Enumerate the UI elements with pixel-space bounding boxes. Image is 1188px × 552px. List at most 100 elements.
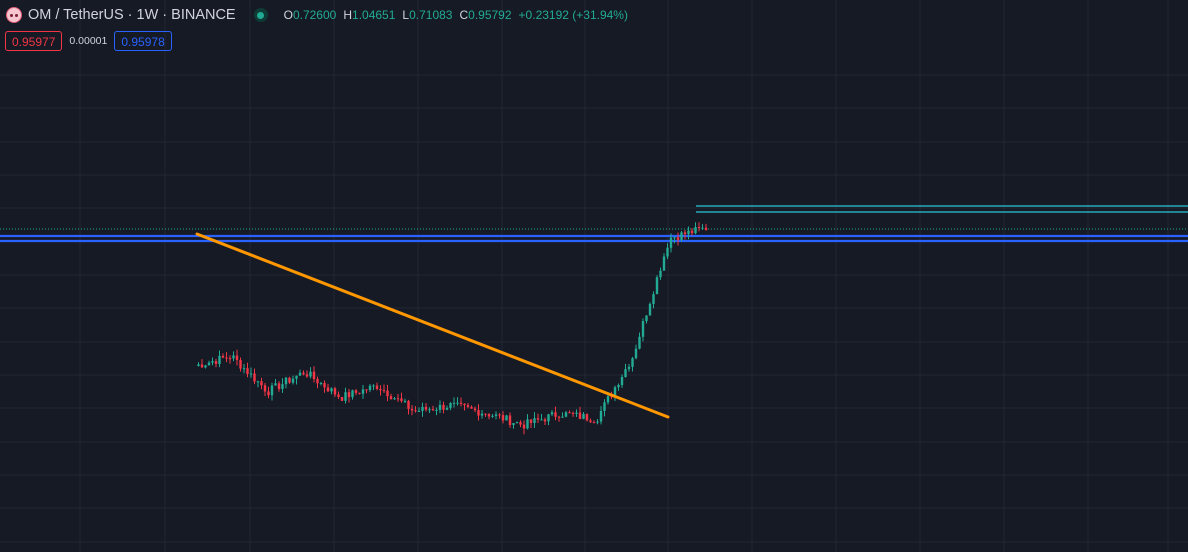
candle-down xyxy=(473,408,477,411)
candle-down xyxy=(260,381,263,386)
candle-up xyxy=(680,232,683,240)
candle-down xyxy=(578,412,582,419)
candle-up xyxy=(242,368,246,370)
candle-down xyxy=(557,416,561,418)
candle-up xyxy=(449,402,452,408)
candle-down xyxy=(326,387,330,392)
candle-up xyxy=(344,392,347,401)
candle-up xyxy=(512,423,515,425)
sell-price-button[interactable]: 0.95977 xyxy=(5,31,63,51)
candle-up xyxy=(603,402,606,411)
candle-down xyxy=(571,412,575,414)
candle-down xyxy=(676,237,680,240)
candle-up xyxy=(361,389,365,394)
candle-up xyxy=(515,422,519,424)
candle-down xyxy=(554,412,557,417)
candle-down xyxy=(302,372,305,375)
candle-up xyxy=(421,406,424,411)
symbol-title[interactable]: OM / TetherUS · 1W · BINANCE xyxy=(28,7,236,23)
trade-price-row: 0.95977 0.00001 0.95978 xyxy=(5,31,172,51)
candle-up xyxy=(274,383,277,386)
candle-up xyxy=(438,404,442,410)
candle-down xyxy=(589,420,592,423)
ohlc-close: C0.95792 xyxy=(459,8,512,22)
candle-down xyxy=(470,406,473,409)
candle-up xyxy=(547,414,550,422)
candle-up xyxy=(330,388,333,392)
candle-down xyxy=(414,410,417,412)
candle-down xyxy=(592,422,596,424)
candle-up xyxy=(606,396,610,403)
candle-up xyxy=(638,336,641,349)
candle-up xyxy=(403,400,407,402)
candle-up xyxy=(634,348,638,359)
candle-up xyxy=(368,385,372,391)
candle-up xyxy=(281,384,284,389)
candle-up xyxy=(655,277,659,295)
candle-down xyxy=(312,371,316,379)
candle-up xyxy=(456,402,459,404)
candle-up xyxy=(631,358,634,367)
candle-down xyxy=(487,414,491,417)
candle-up xyxy=(662,256,666,271)
descending-trendline[interactable] xyxy=(195,232,670,419)
candle-down xyxy=(235,355,239,360)
candle-up xyxy=(624,369,627,378)
candle-down xyxy=(347,392,351,398)
candle-up xyxy=(309,371,312,377)
horizontal-lines[interactable] xyxy=(0,205,1188,243)
candle-down xyxy=(704,227,708,231)
candle-down xyxy=(316,378,319,384)
candle-up xyxy=(256,381,260,383)
candle-down xyxy=(277,383,281,389)
candle-down xyxy=(477,410,480,416)
candle-up xyxy=(564,412,568,417)
candle-up xyxy=(204,365,207,368)
candle-down xyxy=(354,390,358,393)
candle-up xyxy=(270,385,274,396)
candle-down xyxy=(379,388,382,391)
candle-down xyxy=(690,230,694,234)
candle-up xyxy=(249,373,253,375)
candle-down xyxy=(375,385,379,389)
candle-down xyxy=(683,232,687,235)
candle-down xyxy=(253,373,256,382)
candle-up xyxy=(582,414,585,419)
candle-up xyxy=(627,366,631,370)
candle-down xyxy=(337,394,340,397)
candle-up xyxy=(596,421,599,423)
candle-down xyxy=(396,398,400,400)
candle-up xyxy=(505,415,508,421)
om-token-logo-icon xyxy=(6,7,22,23)
candle-down xyxy=(365,389,368,391)
candle-up xyxy=(575,412,578,414)
candle-up xyxy=(540,419,543,421)
candle-down xyxy=(382,390,386,392)
candle-up xyxy=(295,375,298,379)
candle-up xyxy=(284,377,288,385)
candle-down xyxy=(466,405,470,407)
candle-down xyxy=(333,388,337,395)
candle-down xyxy=(484,413,487,415)
candle-up xyxy=(417,410,421,412)
candle-down xyxy=(431,409,435,411)
candle-up xyxy=(666,247,669,257)
candle-down xyxy=(340,396,344,401)
candle-down xyxy=(225,357,228,359)
buy-price-button[interactable]: 0.95978 xyxy=(114,31,172,51)
candle-up xyxy=(218,355,221,364)
candle-up xyxy=(561,416,564,418)
candle-down xyxy=(221,355,225,358)
legend-header: OM / TetherUS · 1W · BINANCE O0.72600 H1… xyxy=(6,5,628,25)
candle-down xyxy=(522,424,526,429)
candle-up xyxy=(550,412,554,415)
candle-down xyxy=(529,419,533,423)
candle-up xyxy=(648,303,652,316)
candle-up xyxy=(645,315,648,322)
candle-up xyxy=(197,364,200,366)
candle-up xyxy=(652,294,655,304)
candle-up xyxy=(533,418,536,423)
